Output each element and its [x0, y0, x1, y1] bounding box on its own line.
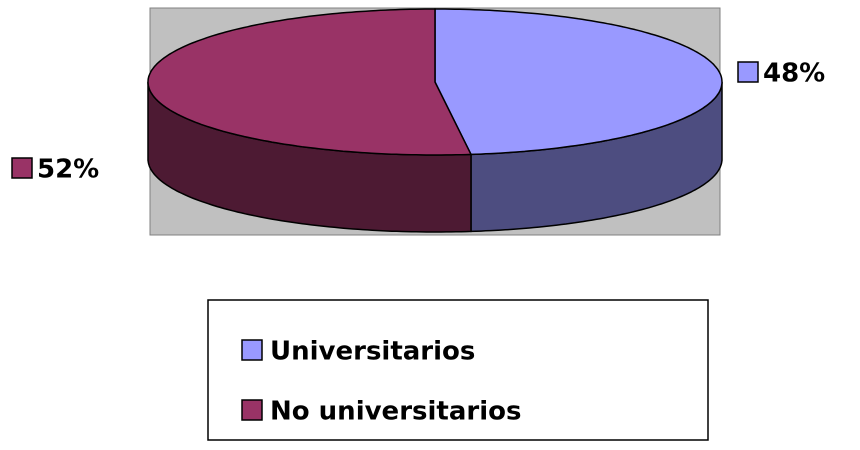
label-swatch: [11, 157, 33, 179]
legend-box: [207, 299, 709, 441]
pie-slice: [434, 8, 723, 156]
pie-slice: [147, 8, 473, 156]
legend-label: Universitarios: [270, 337, 475, 367]
legend-swatch: [241, 339, 263, 361]
data-label: 48%: [763, 59, 825, 89]
label-swatch: [737, 61, 759, 83]
legend-label: No universitarios: [270, 397, 521, 427]
legend-swatch: [241, 399, 263, 421]
data-label: 52%: [37, 155, 99, 185]
